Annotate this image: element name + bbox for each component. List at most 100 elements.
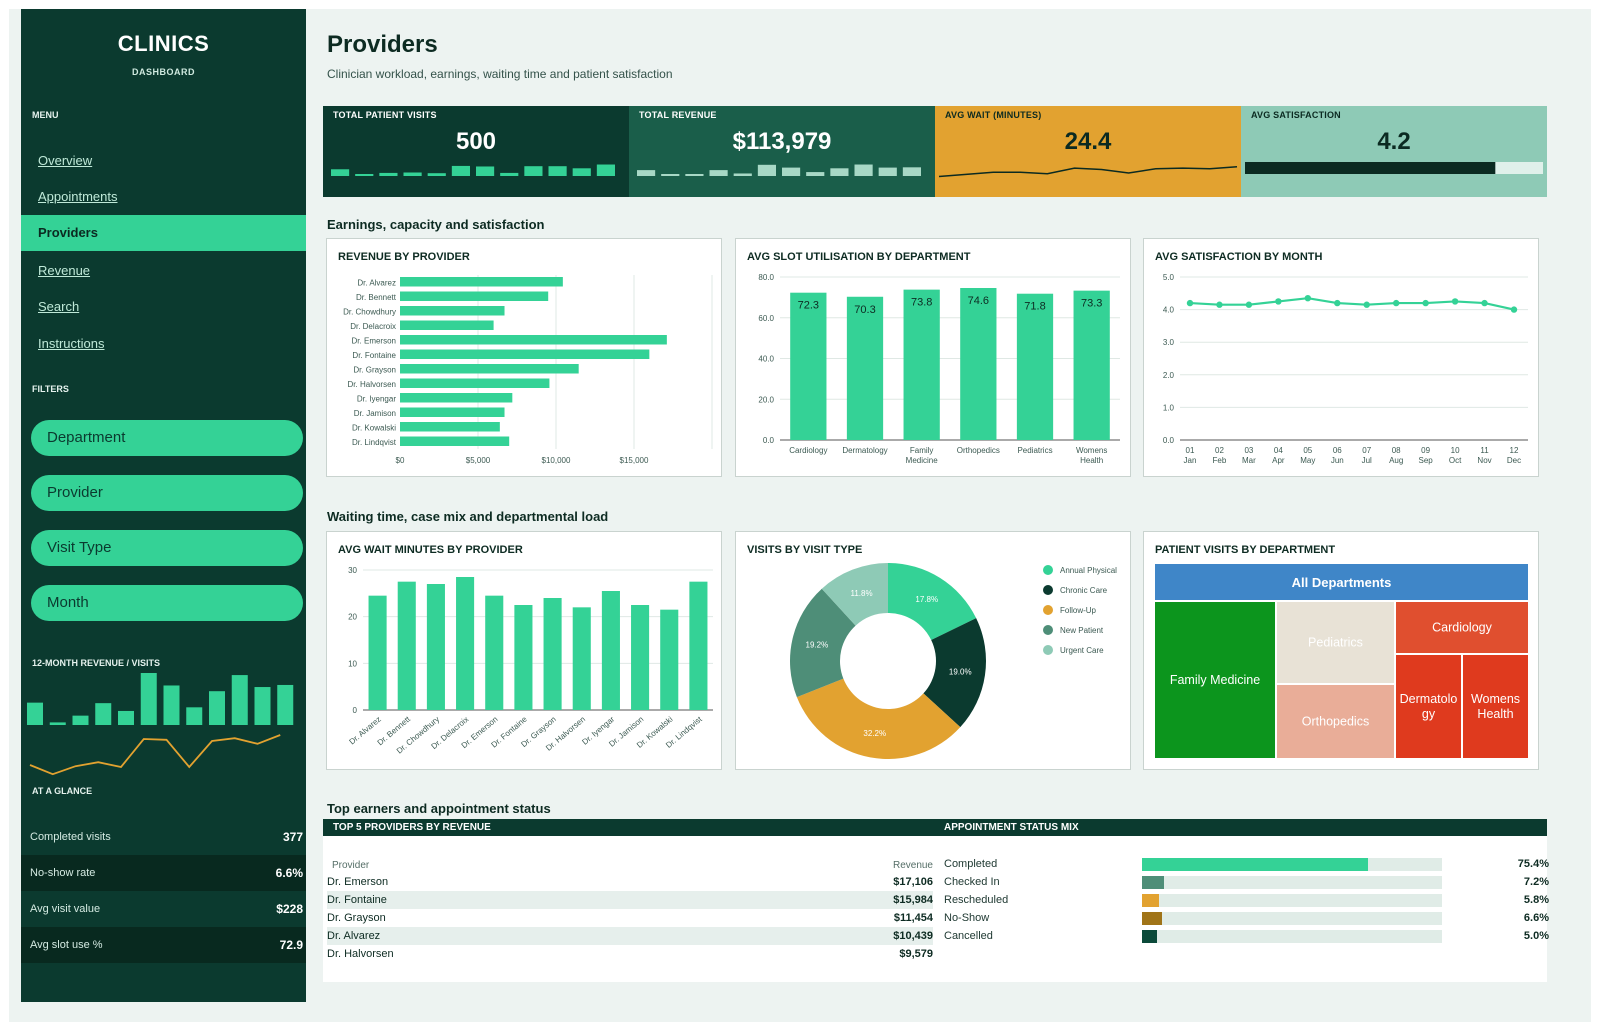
bar — [400, 306, 505, 316]
satisfaction-by-month-chart: AVG SATISFACTION BY MONTH 0.0 1.0 2.0 3.0 4.… — [1143, 238, 1539, 477]
data-point — [1363, 301, 1370, 308]
filter-visit-type[interactable]: Visit Type — [31, 530, 303, 566]
spark-label: 12-MONTH REVENUE / VISITS — [32, 658, 161, 668]
treemap-cell — [1155, 602, 1275, 758]
filter-department[interactable]: Department — [31, 420, 303, 456]
data-point — [1422, 299, 1429, 307]
chart-canvas: 0.0 20.0 40.0 60.0 80.0 72.3 Cardiology 70.3 Der… — [758, 273, 1120, 465]
bar — [400, 335, 667, 345]
legend-swatch — [1043, 625, 1053, 635]
nav-providers[interactable]: Providers — [21, 215, 306, 251]
row-revenue: $10,439 — [893, 930, 933, 942]
status-pct: 7.2% — [1523, 876, 1549, 888]
col-provider: Provider — [332, 860, 370, 871]
status-row-no-show: No-Show 6.6% — [944, 909, 1549, 927]
row-provider: Dr. Emerson — [327, 876, 389, 888]
filter-month[interactable]: Month — [31, 585, 303, 621]
nav-revenue[interactable]: Revenue — [38, 263, 91, 278]
bar — [572, 607, 591, 710]
category-label: 08 — [1392, 446, 1401, 455]
tick-label: $15,000 — [620, 456, 649, 465]
bar — [514, 605, 533, 710]
glance-value: 377 — [282, 830, 303, 844]
treemap-root — [1155, 564, 1528, 600]
kpi-sparkline — [331, 164, 615, 176]
kpi-spark-bar — [806, 172, 825, 176]
spark-revenue-bar — [49, 722, 66, 725]
tick-label: 20 — [348, 613, 357, 622]
data-label: 73.8 — [911, 297, 932, 309]
page-subtitle: Clinician workload, earnings, waiting ti… — [327, 67, 673, 81]
tick-label: 80.0 — [758, 273, 774, 282]
top5-column-headers: Provider Revenue — [327, 857, 933, 875]
category-label: Apr — [1272, 456, 1285, 465]
kpi-progress-fill — [1245, 162, 1496, 174]
legend-label: Chronic Care — [1060, 586, 1108, 595]
kpi-spark-bar — [878, 167, 897, 176]
nav-overview[interactable]: Overview — [38, 153, 93, 168]
tick-label: 30 — [348, 566, 357, 575]
category-label: Dr. Bennett — [356, 293, 397, 302]
pie-slice — [796, 678, 961, 759]
row-revenue: $11,454 — [893, 912, 933, 924]
nav-search[interactable]: Search — [38, 299, 80, 314]
section-title-waiting: Waiting time, case mix and departmental … — [327, 509, 609, 524]
bar — [400, 422, 500, 432]
top5-header: TOP 5 PROVIDERS BY REVENUE — [323, 819, 934, 836]
category-label: 07 — [1362, 446, 1371, 455]
bar — [400, 320, 494, 330]
tick-label: 0.0 — [763, 436, 775, 445]
revenue-visits-sparkline — [27, 673, 294, 776]
category-label: Mar — [1242, 456, 1256, 465]
kpi-sparkline — [637, 164, 921, 176]
kpi-spark-bar — [637, 170, 656, 176]
status-label: No-Show — [944, 912, 990, 924]
tick-label: $5,000 — [466, 456, 491, 465]
glance-label-text: Avg visit value — [30, 903, 101, 915]
treemap-cell — [1396, 602, 1528, 653]
bar — [660, 609, 679, 710]
kpi-spark-bar — [548, 166, 567, 176]
sidebar: CLINICS DASHBOARD MENU Overview Appointm… — [21, 9, 306, 1002]
section-title-top-earners: Top earners and appointment status — [327, 801, 551, 816]
treemap-cell — [1277, 602, 1394, 683]
status-track — [1142, 894, 1442, 907]
data-point — [1245, 301, 1253, 308]
kpi-spark-bar — [661, 174, 680, 176]
status-track — [1142, 930, 1442, 943]
treemap-label: gy — [1422, 707, 1436, 721]
spark-revenue-bar — [231, 675, 248, 725]
nav-instructions[interactable]: Instructions — [38, 336, 105, 351]
slice-label: 19.0% — [949, 668, 972, 677]
row-revenue: $17,106 — [893, 876, 933, 888]
spark-revenue-bar — [209, 691, 225, 725]
data-point — [1510, 306, 1518, 313]
data-label: 73.3 — [1081, 298, 1102, 310]
spark-revenue-bar — [27, 702, 43, 725]
kpi-spark-bar — [902, 167, 921, 176]
data-label: 74.6 — [968, 295, 989, 307]
data-point — [1186, 299, 1194, 307]
treemap-cell — [1396, 655, 1461, 758]
bar — [400, 277, 563, 287]
spark-revenue-bar — [118, 710, 134, 725]
glance-no-show-rate: No-show rate 6.6% — [21, 855, 306, 891]
category-label: Health — [1080, 456, 1103, 465]
kpi-label: TOTAL PATIENT VISITS — [333, 110, 437, 120]
slice-label: 32.2% — [863, 729, 886, 738]
bar — [397, 581, 416, 710]
bar — [601, 591, 620, 710]
glance-label: AT A GLANCE — [32, 786, 93, 796]
nav-appointments[interactable]: Appointments — [38, 189, 118, 204]
chart-canvas: All Departments Family Medicine Pediatrics… — [1155, 564, 1528, 758]
slot-utilisation-chart: AVG SLOT UTILISATION BY DEPARTMENT 0.0 20… — [735, 238, 1131, 477]
status-fill — [1142, 858, 1369, 871]
table-row: Dr. Grayson $11,454 — [327, 909, 933, 927]
pie-slice — [888, 563, 977, 641]
bar — [1073, 290, 1110, 440]
filter-provider[interactable]: Provider — [31, 475, 303, 511]
slice-label: 19.2% — [806, 641, 829, 650]
col-revenue: Revenue — [892, 860, 933, 871]
category-label: Womens — [1076, 446, 1107, 455]
status-fill — [1142, 930, 1157, 943]
